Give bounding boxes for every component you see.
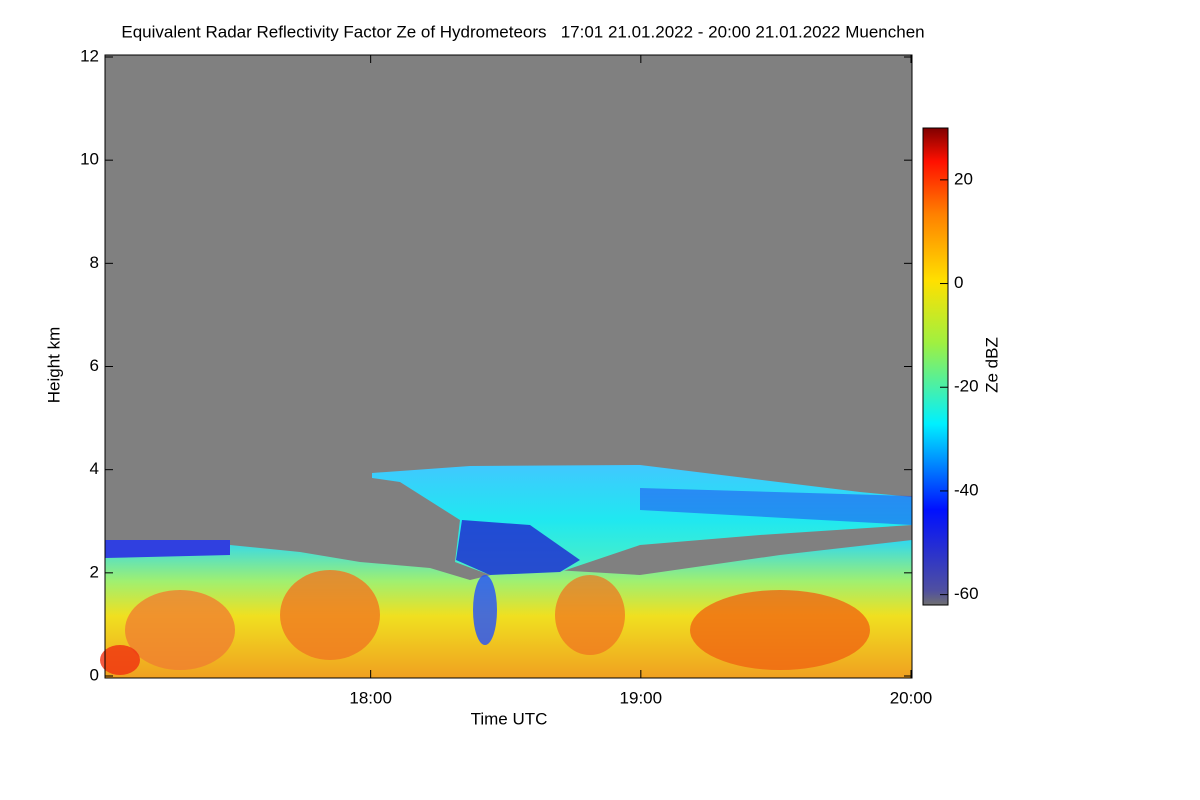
echo: [640, 488, 912, 525]
echo: [125, 590, 235, 670]
colorbar-tick-label: -60: [954, 584, 979, 603]
echo: [100, 645, 140, 675]
x-tick-label: 20:00: [890, 688, 933, 707]
y-axis-label: Height km: [44, 327, 63, 404]
echo: [473, 575, 497, 645]
echo: [456, 520, 580, 575]
colorbar-tick-label: 20: [954, 169, 973, 188]
y-tick-label: 4: [90, 459, 99, 478]
colorbar-tick-label: -20: [954, 377, 979, 396]
y-tick-label: 6: [90, 356, 99, 375]
echo: [555, 575, 625, 655]
radar-field: [100, 55, 912, 678]
colorbar-tick-label: -40: [954, 480, 979, 499]
echo: [690, 590, 870, 670]
colorbar: [922, 127, 949, 606]
x-axis-label: Time UTC: [471, 709, 548, 728]
y-tick-label: 12: [80, 46, 99, 65]
colorbar-tick-label: 0: [954, 273, 963, 292]
y-tick-label: 8: [90, 253, 99, 272]
y-tick-label: 2: [90, 562, 99, 581]
y-tick-label: 10: [80, 150, 99, 169]
chart-title: Equivalent Radar Reflectivity Factor Ze …: [121, 22, 924, 41]
x-tick-label: 19:00: [620, 688, 663, 707]
x-tick-label: 18:00: [349, 688, 392, 707]
y-tick-label: 0: [90, 665, 99, 684]
colorbar-label: Ze dBZ: [982, 337, 1001, 393]
top-edge: [105, 540, 230, 558]
echo: [280, 570, 380, 660]
